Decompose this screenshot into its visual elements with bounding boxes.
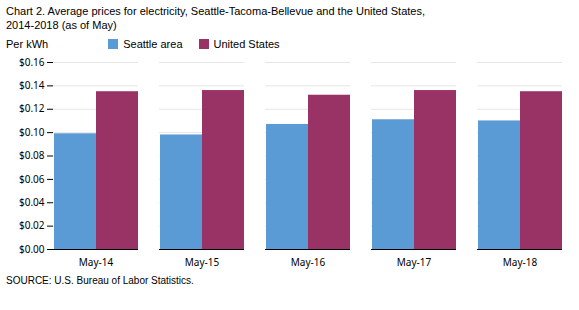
html-text:Seattle area: Seattle area — [123, 38, 183, 50]
html-text:Chart 2. Average prices for el: Chart 2. Average prices for electricity,… — [6, 5, 425, 17]
svg-text:May-17: May-17 — [397, 255, 432, 269]
svg-text:May-18: May-18 — [503, 255, 538, 269]
html-text:SOURCE: U.S. Bureau of Labor S: SOURCE: U.S. Bureau of Labor Statistics. — [6, 275, 194, 286]
svg-text:$0.10: $0.10 — [19, 125, 45, 139]
svg-text:$0.08: $0.08 — [19, 148, 45, 162]
svg-text:$0.14: $0.14 — [19, 78, 45, 92]
svg-text:$0.12: $0.12 — [19, 101, 45, 115]
svg-text:$0.04: $0.04 — [19, 195, 45, 209]
svg-text:$0.00: $0.00 — [19, 242, 45, 256]
html-text:Per kWh: Per kWh — [6, 38, 49, 50]
html-text:2014-2018 (as of May): 2014-2018 (as of May) — [6, 19, 117, 31]
svg-text:May-16: May-16 — [291, 255, 326, 269]
svg-text:May-15: May-15 — [185, 255, 220, 269]
html-text:United States: United States — [213, 38, 280, 50]
svg-text:$0.02: $0.02 — [19, 218, 45, 232]
svg-text:$0.06: $0.06 — [19, 172, 45, 186]
svg-text:May-14: May-14 — [79, 255, 114, 269]
svg-text:$0.16: $0.16 — [19, 55, 45, 69]
